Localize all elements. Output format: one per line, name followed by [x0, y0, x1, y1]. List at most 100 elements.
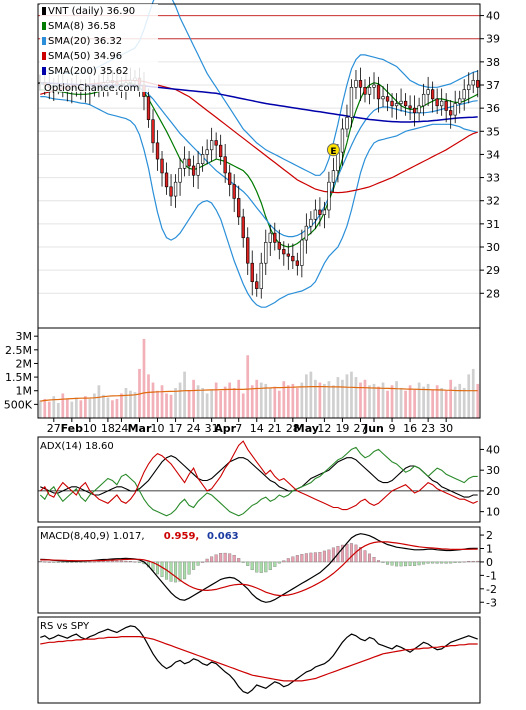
volume-bar: [286, 385, 290, 418]
candle-body: [363, 87, 367, 95]
candle-body: [381, 96, 385, 100]
price-tick-label: 34: [486, 148, 500, 161]
date-tick-label: 7: [235, 422, 242, 435]
volume-tick-label: 3M: [16, 330, 33, 343]
macd-histogram-bar: [318, 552, 322, 563]
earnings-marker: [326, 143, 340, 157]
macd-histogram-bar: [47, 561, 51, 563]
volume-bar: [147, 374, 150, 418]
candle-body: [255, 281, 259, 289]
macd-legend-label: 0.959,: [164, 531, 199, 542]
macd-histogram-bar: [56, 561, 60, 563]
rs-panel: [37, 616, 481, 704]
volume-bar: [413, 389, 416, 418]
candle-body: [430, 89, 435, 100]
date-tick-label: 21: [268, 422, 282, 435]
volume-bar: [404, 390, 407, 418]
volume-bar: [422, 386, 425, 418]
macd-histogram-bar: [277, 561, 281, 564]
candle-body: [286, 253, 290, 257]
series-sma-8-: [40, 82, 478, 248]
volume-bar: [453, 386, 457, 418]
volume-bar: [323, 383, 326, 418]
macd-histogram-bar: [273, 561, 277, 567]
candle-body: [421, 93, 426, 107]
candle-body: [458, 98, 462, 104]
macd-tick-label: -2: [486, 583, 497, 596]
volume-bar: [219, 390, 223, 418]
candle-body: [354, 80, 358, 88]
volume-bar: [178, 382, 182, 418]
candle-body: [228, 172, 232, 185]
macd-histogram-bar: [449, 561, 453, 564]
date-tick-label: 23: [421, 422, 435, 435]
adx-series-di: [39, 446, 478, 517]
macd-histogram-bar: [219, 553, 223, 563]
macd-histogram-bar: [395, 561, 399, 567]
volume-bar: [305, 374, 308, 418]
macd-histogram-bar: [128, 561, 132, 563]
macd-histogram-bar: [124, 560, 128, 563]
volume-bar: [124, 388, 128, 418]
macd-tick-label: -3: [486, 596, 497, 609]
macd-histogram-bar: [210, 556, 214, 563]
price-tick-label: 33: [486, 172, 500, 185]
macd-histogram-bar: [79, 561, 83, 563]
volume-bar: [363, 379, 367, 418]
candle-body: [376, 84, 381, 100]
candle-body: [173, 181, 178, 197]
price-tick-label: 38: [486, 56, 500, 69]
volume-bar: [174, 388, 177, 418]
candle-body: [435, 98, 439, 107]
volume-bar: [237, 379, 241, 418]
volume-bar: [273, 386, 277, 418]
macd-histogram-bar: [390, 561, 394, 566]
candle-body: [273, 232, 277, 243]
volume-bar: [246, 355, 250, 418]
series-sma-50-: [40, 79, 478, 194]
volume-bar: [395, 381, 398, 418]
legend-item-label: VNT (daily) 36.90: [48, 6, 135, 17]
macd-histogram-bar: [74, 561, 78, 563]
macd-histogram-bar: [282, 560, 286, 563]
macd-histogram-bar: [169, 561, 173, 582]
rs-series-rs-sma: [40, 636, 478, 682]
date-tick-label: 14: [250, 422, 264, 435]
candle-body: [232, 184, 236, 199]
candle-body: [237, 198, 241, 218]
volume-frame: [37, 327, 481, 419]
earnings-marker-label: E: [330, 147, 336, 157]
volume-bar: [309, 371, 313, 418]
price-legend-background: [40, 4, 158, 92]
candle-body: [214, 140, 218, 146]
volume-bar: [341, 379, 344, 418]
volume-bar: [467, 374, 471, 418]
candle-body: [390, 100, 394, 107]
volume-bar: [241, 393, 245, 418]
volume-bar: [354, 377, 358, 418]
volume-bar: [449, 379, 453, 418]
macd-histogram-bar: [291, 556, 295, 563]
macd-histogram-bar: [178, 561, 182, 582]
adx-series-di: [39, 440, 478, 511]
volume-bar: [291, 383, 295, 418]
macd-histogram-bar: [408, 561, 412, 566]
price-tick-label: 32: [486, 195, 500, 208]
date-tick-label: 30: [439, 422, 453, 435]
volume-bar: [259, 382, 263, 418]
price-tick-label: 30: [486, 241, 500, 254]
macd-histogram-bar: [65, 561, 69, 563]
volume-bar: [115, 398, 119, 418]
volume-bar: [38, 400, 42, 418]
volume-bar: [106, 397, 110, 418]
candle-body: [309, 218, 313, 227]
candle-body: [169, 186, 173, 197]
candle-body: [259, 262, 263, 289]
macd-histogram-bar: [349, 543, 353, 563]
macd-histogram-bar: [345, 543, 349, 563]
volume-bar: [359, 382, 362, 418]
candle-body: [200, 154, 205, 164]
volume-bar: [377, 386, 380, 418]
